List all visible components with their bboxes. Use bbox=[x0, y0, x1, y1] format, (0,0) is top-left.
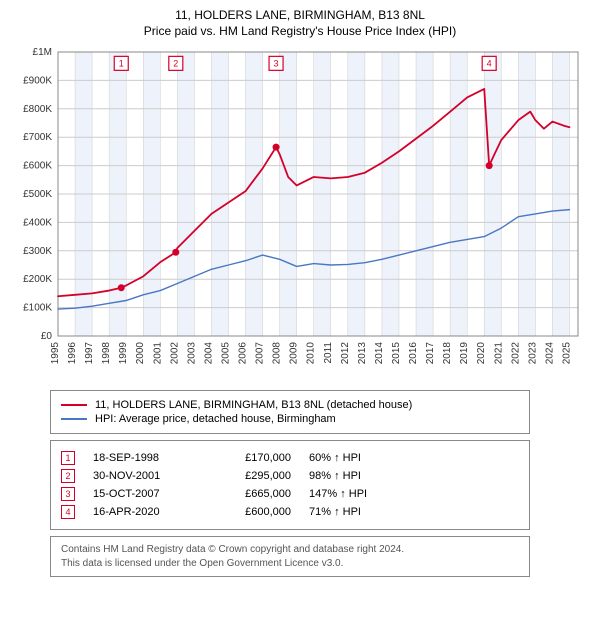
footer-line2: This data is licensed under the Open Gov… bbox=[61, 557, 519, 571]
svg-text:2: 2 bbox=[173, 58, 178, 68]
transaction-date: 15-OCT-2007 bbox=[93, 488, 193, 500]
svg-text:£900K: £900K bbox=[23, 75, 52, 86]
transaction-date: 30-NOV-2001 bbox=[93, 470, 193, 482]
legend-box: 11, HOLDERS LANE, BIRMINGHAM, B13 8NL (d… bbox=[50, 390, 530, 434]
svg-text:£0: £0 bbox=[41, 331, 53, 342]
transaction-pct: 60% ↑ HPI bbox=[309, 452, 409, 464]
footer-line1: Contains HM Land Registry data © Crown c… bbox=[61, 543, 519, 557]
svg-text:2012: 2012 bbox=[340, 342, 351, 365]
svg-text:2024: 2024 bbox=[544, 342, 555, 365]
svg-text:2011: 2011 bbox=[323, 342, 334, 364]
chart: £0 £100K £200K £300K £400K £500K £600K £700K £80… bbox=[10, 44, 590, 384]
svg-text:£800K: £800K bbox=[23, 104, 52, 115]
svg-text:2020: 2020 bbox=[476, 342, 487, 365]
svg-text:2019: 2019 bbox=[459, 342, 470, 365]
legend-label: 11, HOLDERS LANE, BIRMINGHAM, B13 8NL (d… bbox=[95, 399, 412, 411]
transaction-row: 3 15-OCT-2007 £665,000 147% ↑ HPI bbox=[61, 487, 519, 501]
svg-text:1999: 1999 bbox=[118, 342, 129, 365]
title-address: 11, HOLDERS LANE, BIRMINGHAM, B13 8NL bbox=[10, 8, 590, 22]
transaction-marker: 4 bbox=[61, 505, 75, 519]
title-block: 11, HOLDERS LANE, BIRMINGHAM, B13 8NL Pr… bbox=[10, 8, 590, 38]
svg-text:£1M: £1M bbox=[33, 47, 52, 58]
transaction-marker: 1 bbox=[61, 451, 75, 465]
svg-text:1998: 1998 bbox=[101, 342, 112, 365]
transaction-price: £295,000 bbox=[211, 470, 291, 482]
legend-label: HPI: Average price, detached house, Birm… bbox=[95, 413, 336, 425]
legend-swatch bbox=[61, 404, 87, 406]
transaction-marker: 2 bbox=[61, 469, 75, 483]
svg-text:2004: 2004 bbox=[203, 342, 214, 365]
svg-text:2005: 2005 bbox=[220, 342, 231, 365]
svg-text:2014: 2014 bbox=[374, 342, 385, 365]
svg-text:2025: 2025 bbox=[561, 342, 572, 365]
svg-text:2013: 2013 bbox=[357, 342, 368, 365]
svg-text:2022: 2022 bbox=[510, 342, 521, 365]
title-subtitle: Price paid vs. HM Land Registry's House … bbox=[10, 24, 590, 38]
svg-text:1: 1 bbox=[119, 58, 124, 68]
transaction-date: 16-APR-2020 bbox=[93, 506, 193, 518]
footer-box: Contains HM Land Registry data © Crown c… bbox=[50, 536, 530, 577]
svg-text:2009: 2009 bbox=[289, 342, 300, 365]
svg-text:2018: 2018 bbox=[442, 342, 453, 365]
svg-text:£500K: £500K bbox=[23, 189, 52, 200]
legend-swatch bbox=[61, 418, 87, 420]
transaction-marker: 3 bbox=[61, 487, 75, 501]
svg-text:2000: 2000 bbox=[135, 342, 146, 365]
legend-row: 11, HOLDERS LANE, BIRMINGHAM, B13 8NL (d… bbox=[61, 399, 519, 411]
svg-text:4: 4 bbox=[487, 58, 492, 68]
svg-text:2008: 2008 bbox=[272, 342, 283, 365]
svg-text:2021: 2021 bbox=[493, 342, 504, 365]
transaction-pct: 71% ↑ HPI bbox=[309, 506, 409, 518]
transaction-date: 18-SEP-1998 bbox=[93, 452, 193, 464]
svg-text:2015: 2015 bbox=[391, 342, 402, 365]
svg-text:£200K: £200K bbox=[23, 274, 52, 285]
svg-text:2016: 2016 bbox=[408, 342, 419, 365]
transactions-table: 1 18-SEP-1998 £170,000 60% ↑ HPI 2 30-NOV-200… bbox=[50, 440, 530, 530]
svg-text:£600K: £600K bbox=[23, 161, 52, 172]
transaction-row: 2 30-NOV-2001 £295,000 98% ↑ HPI bbox=[61, 469, 519, 483]
svg-text:£400K: £400K bbox=[23, 217, 52, 228]
page-container: 11, HOLDERS LANE, BIRMINGHAM, B13 8NL Pr… bbox=[0, 0, 600, 587]
svg-text:2010: 2010 bbox=[306, 342, 317, 365]
transaction-price: £600,000 bbox=[211, 506, 291, 518]
svg-text:2003: 2003 bbox=[186, 342, 197, 365]
svg-text:2023: 2023 bbox=[527, 342, 538, 365]
transaction-pct: 98% ↑ HPI bbox=[309, 470, 409, 482]
svg-text:1996: 1996 bbox=[67, 342, 78, 365]
svg-text:£700K: £700K bbox=[23, 132, 52, 143]
svg-text:2006: 2006 bbox=[238, 342, 249, 365]
svg-text:2001: 2001 bbox=[152, 342, 163, 365]
transaction-price: £665,000 bbox=[211, 488, 291, 500]
chart-svg: £0 £100K £200K £300K £400K £500K £600K £700K £80… bbox=[10, 44, 590, 384]
transaction-price: £170,000 bbox=[211, 452, 291, 464]
svg-text:1995: 1995 bbox=[50, 342, 61, 365]
svg-text:2002: 2002 bbox=[169, 342, 180, 365]
svg-text:2017: 2017 bbox=[425, 342, 436, 365]
transaction-row: 1 18-SEP-1998 £170,000 60% ↑ HPI bbox=[61, 451, 519, 465]
transaction-row: 4 16-APR-2020 £600,000 71% ↑ HPI bbox=[61, 505, 519, 519]
svg-text:£100K: £100K bbox=[23, 303, 52, 314]
transaction-pct: 147% ↑ HPI bbox=[309, 488, 409, 500]
svg-text:2007: 2007 bbox=[255, 342, 266, 365]
legend-row: HPI: Average price, detached house, Birm… bbox=[61, 413, 519, 425]
svg-text:3: 3 bbox=[274, 58, 279, 68]
svg-text:1997: 1997 bbox=[84, 342, 95, 365]
svg-text:£300K: £300K bbox=[23, 246, 52, 257]
